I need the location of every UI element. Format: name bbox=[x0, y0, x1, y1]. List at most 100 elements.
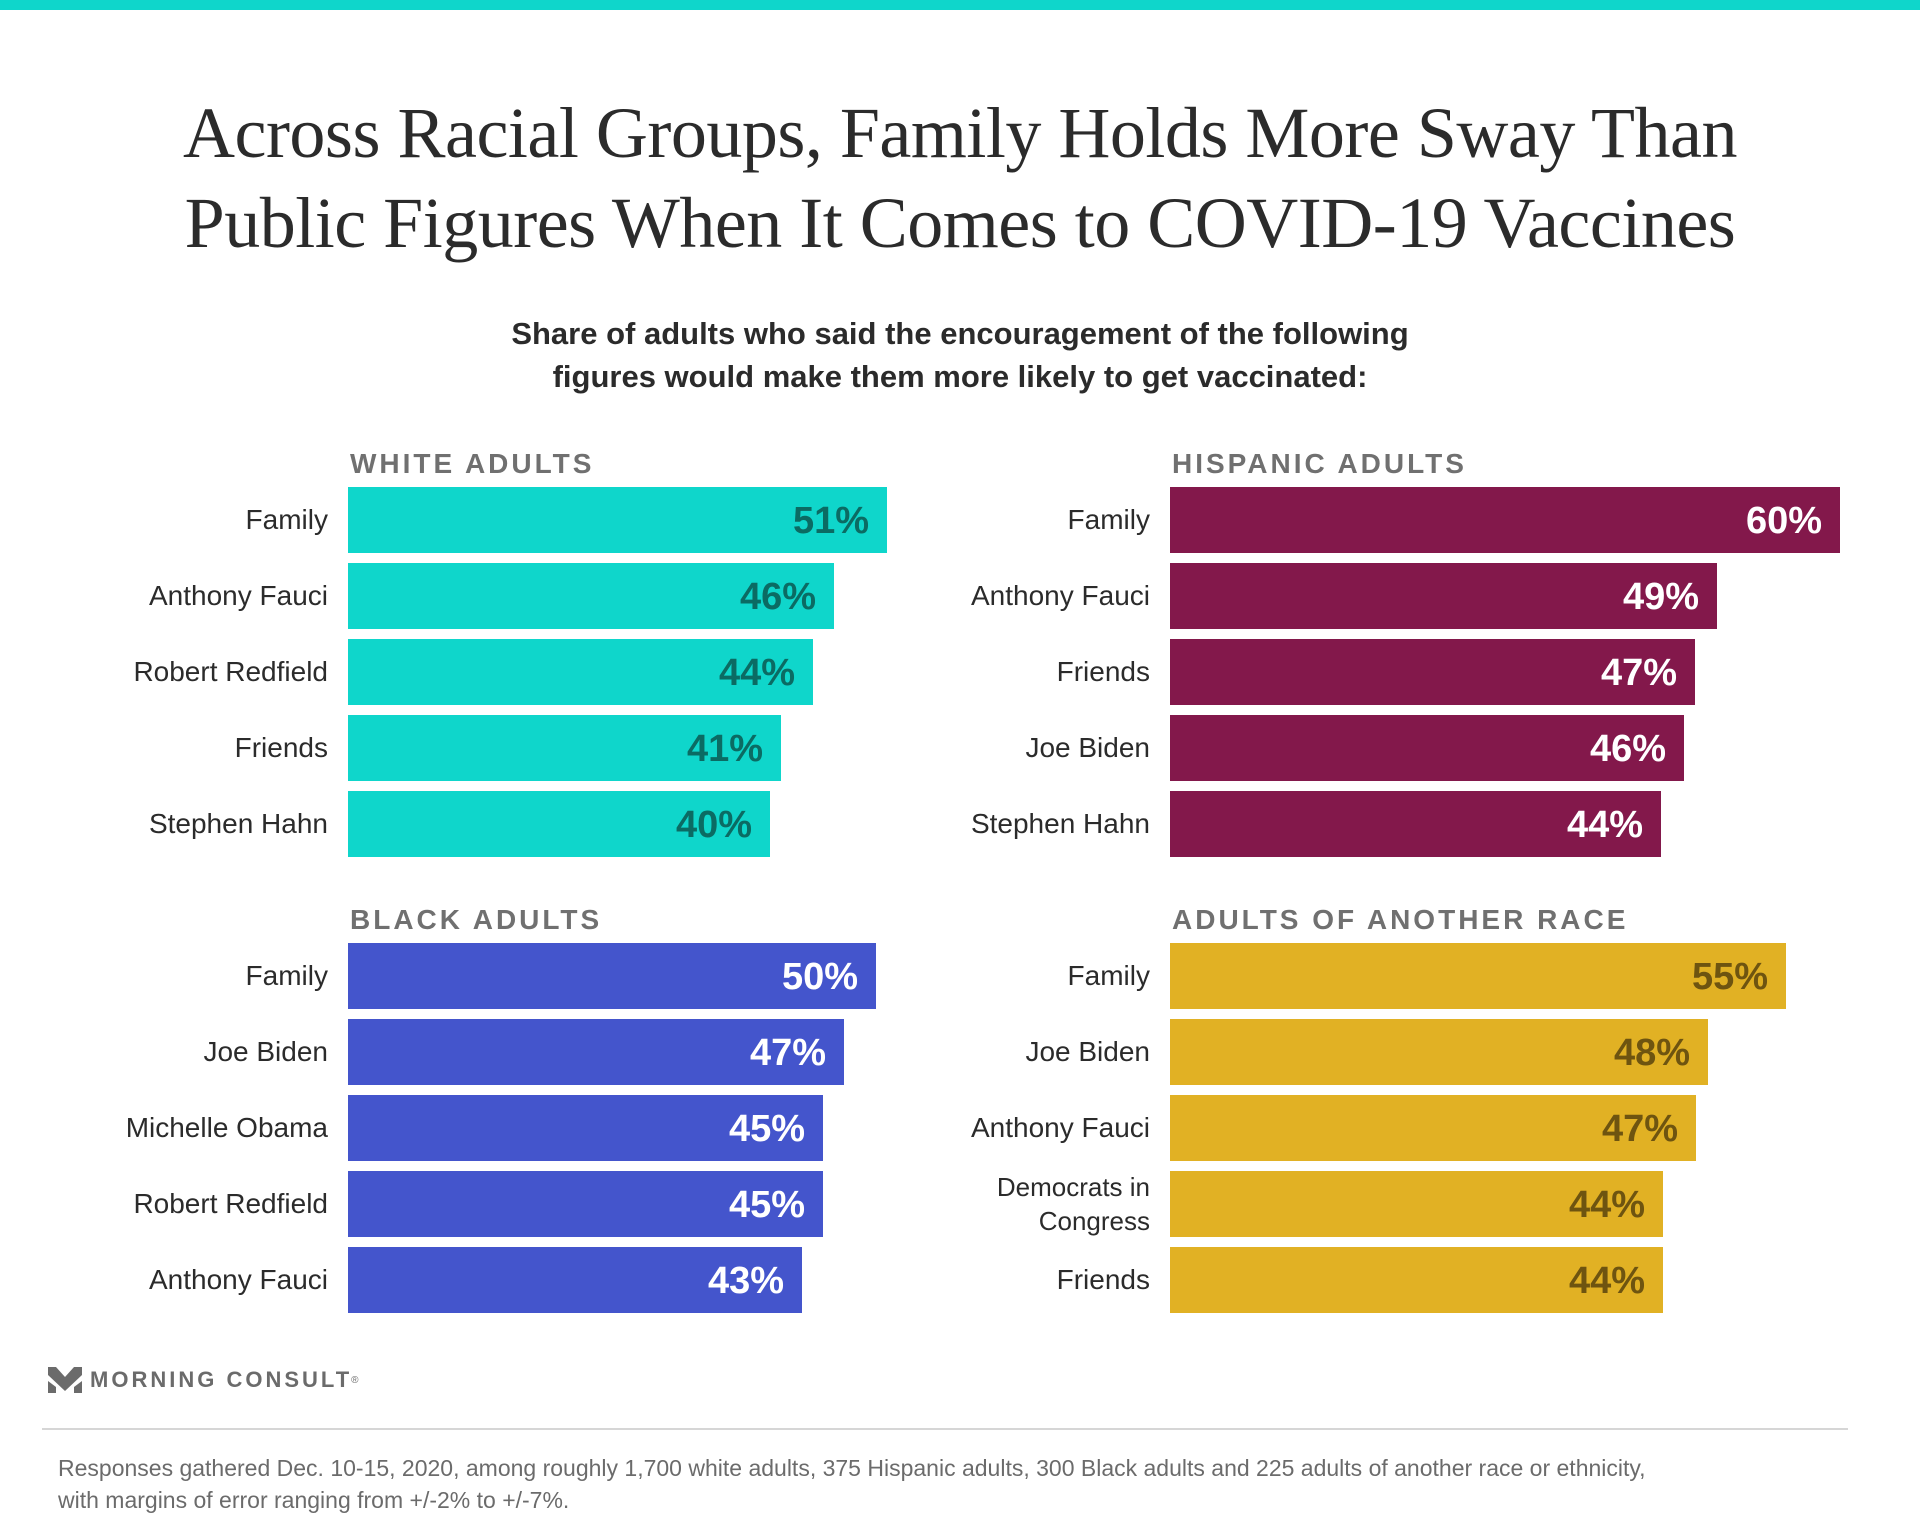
bar-row: Family 55% bbox=[0, 943, 1920, 1009]
bar-value-label: 46% bbox=[1589, 728, 1666, 770]
morning-consult-logo: MORNING CONSULT ® bbox=[48, 1366, 359, 1394]
bar-value-label: 48% bbox=[1613, 1032, 1690, 1074]
registered-mark: ® bbox=[351, 1374, 359, 1386]
footer-divider bbox=[42, 1428, 1848, 1430]
bar: 55% bbox=[1170, 943, 1786, 1009]
bar-row: Joe Biden 46% bbox=[0, 715, 1920, 781]
chart-subtitle: Share of adults who said the encourageme… bbox=[0, 312, 1920, 398]
bar: 41% bbox=[348, 715, 781, 781]
bar-row: Friends 47% bbox=[0, 639, 1920, 705]
bar-row: Joe Biden 48% bbox=[0, 1019, 1920, 1085]
bar-value-label: 41% bbox=[686, 728, 763, 770]
category-label: Friends bbox=[234, 732, 328, 763]
bar-row: Anthony Fauci 46% bbox=[0, 563, 1920, 629]
bar-value-label: 44% bbox=[718, 652, 795, 694]
chart-title-line-1: Across Racial Groups, Family Holds More … bbox=[183, 93, 1737, 173]
bar: 50% bbox=[348, 943, 876, 1009]
bar-value-label: 47% bbox=[1601, 1108, 1678, 1150]
chart-subtitle-line-2: figures would make them more likely to g… bbox=[552, 359, 1368, 394]
bar-value-label: 50% bbox=[781, 956, 858, 998]
bar-row: Family 50% bbox=[0, 943, 1920, 1009]
bar: 51% bbox=[348, 487, 887, 553]
panel-heading: HISPANIC ADULTS bbox=[1172, 448, 1467, 479]
category-label: Family bbox=[245, 504, 328, 535]
bar-value-label: 49% bbox=[1622, 576, 1699, 618]
bar-row: Family 60% bbox=[0, 487, 1920, 553]
category-label: Robert Redfield bbox=[133, 656, 328, 687]
category-label: Anthony Fauci bbox=[971, 580, 1150, 611]
bar-row: Family 51% bbox=[0, 487, 1920, 553]
panel-black-adults: BLACK ADULTS Family 50% Joe Biden 47% Michell… bbox=[0, 904, 1920, 1324]
bar: 60% bbox=[1170, 487, 1840, 553]
category-label: Anthony Fauci bbox=[149, 1264, 328, 1295]
morning-consult-chevron-icon bbox=[48, 1367, 82, 1393]
bar-row: Michelle Obama 45% bbox=[0, 1095, 1920, 1161]
bar-value-label: 60% bbox=[1745, 500, 1822, 542]
category-label: Joe Biden bbox=[1025, 1036, 1150, 1067]
panel-heading: WHITE ADULTS bbox=[350, 448, 595, 479]
footnote: Responses gathered Dec. 10-15, 2020, amo… bbox=[58, 1452, 1888, 1516]
bar: 47% bbox=[1170, 639, 1695, 705]
category-label: Stephen Hahn bbox=[970, 808, 1150, 839]
category-label-line: Democrats in bbox=[996, 1172, 1150, 1202]
bar: 46% bbox=[348, 563, 834, 629]
bar: 46% bbox=[1170, 715, 1684, 781]
bar-value-label: 44% bbox=[1568, 1260, 1645, 1302]
bar: 40% bbox=[348, 791, 770, 857]
category-label: Family bbox=[1067, 960, 1150, 991]
bar-row: Anthony Fauci 47% bbox=[0, 1095, 1920, 1161]
category-label: Anthony Fauci bbox=[971, 1112, 1150, 1143]
bar: 48% bbox=[1170, 1019, 1708, 1085]
bar-row: Anthony Fauci 49% bbox=[0, 563, 1920, 629]
chart-title-line-2: Public Figures When It Comes to COVID-19… bbox=[184, 183, 1736, 263]
bar-row: Anthony Fauci 43% bbox=[0, 1247, 1920, 1313]
panel-white-adults: WHITE ADULTS Family 51% Anthony Fauci 46% Rob… bbox=[0, 448, 1920, 868]
bar-value-label: 43% bbox=[707, 1260, 784, 1302]
bar: 45% bbox=[348, 1171, 823, 1237]
bar: 44% bbox=[1170, 791, 1661, 857]
bar: 49% bbox=[1170, 563, 1717, 629]
category-label: Friends bbox=[1056, 1264, 1150, 1295]
footnote-line-1: Responses gathered Dec. 10-15, 2020, amo… bbox=[58, 1455, 1646, 1481]
bar-value-label: 44% bbox=[1566, 804, 1643, 846]
bar-row: Democrats in Congress 44% bbox=[0, 1171, 1920, 1237]
category-label: Robert Redfield bbox=[133, 1188, 328, 1219]
category-label: Family bbox=[1067, 504, 1150, 535]
bar: 44% bbox=[348, 639, 813, 705]
bar-value-label: 47% bbox=[749, 1032, 826, 1074]
footnote-line-2: with margins of error ranging from +/-2%… bbox=[58, 1487, 570, 1513]
bar-value-label: 44% bbox=[1568, 1184, 1645, 1226]
bar-row: Robert Redfield 45% bbox=[0, 1171, 1920, 1237]
brand-name: MORNING CONSULT bbox=[90, 1367, 353, 1392]
bar-row: Friends 44% bbox=[0, 1247, 1920, 1313]
category-label: Family bbox=[245, 960, 328, 991]
category-label: Democrats in Congress bbox=[830, 1171, 1150, 1237]
panel-another-race-adults: ADULTS OF ANOTHER RACE Family 55% Joe Biden… bbox=[0, 904, 1920, 1324]
category-label-line: Congress bbox=[1038, 1206, 1150, 1236]
category-label: Joe Biden bbox=[203, 1036, 328, 1067]
bar: 44% bbox=[1170, 1171, 1663, 1237]
bar: 44% bbox=[1170, 1247, 1663, 1313]
panel-heading: BLACK ADULTS bbox=[350, 904, 603, 935]
category-label: Friends bbox=[1056, 656, 1150, 687]
bar-row: Robert Redfield 44% bbox=[0, 639, 1920, 705]
bar: 45% bbox=[348, 1095, 823, 1161]
category-label: Stephen Hahn bbox=[148, 808, 328, 839]
bar-row: Friends 41% bbox=[0, 715, 1920, 781]
bar-value-label: 55% bbox=[1691, 956, 1768, 998]
bar-row: Joe Biden 47% bbox=[0, 1019, 1920, 1085]
bar: 43% bbox=[348, 1247, 802, 1313]
chart-subtitle-line-1: Share of adults who said the encourageme… bbox=[511, 316, 1409, 351]
bar: 47% bbox=[1170, 1095, 1696, 1161]
bar-row: Stephen Hahn 44% bbox=[0, 791, 1920, 857]
chart-title: Across Racial Groups, Family Holds More … bbox=[0, 88, 1920, 268]
bar-value-label: 46% bbox=[739, 576, 816, 618]
panel-heading: ADULTS OF ANOTHER RACE bbox=[1172, 904, 1629, 935]
bar-value-label: 45% bbox=[728, 1184, 805, 1226]
top-accent-bar bbox=[0, 0, 1920, 10]
bar-value-label: 47% bbox=[1600, 652, 1677, 694]
bar-value-label: 51% bbox=[792, 500, 869, 542]
bar-value-label: 40% bbox=[675, 804, 752, 846]
bar-row: Stephen Hahn 40% bbox=[0, 791, 1920, 857]
category-label: Michelle Obama bbox=[125, 1112, 328, 1143]
